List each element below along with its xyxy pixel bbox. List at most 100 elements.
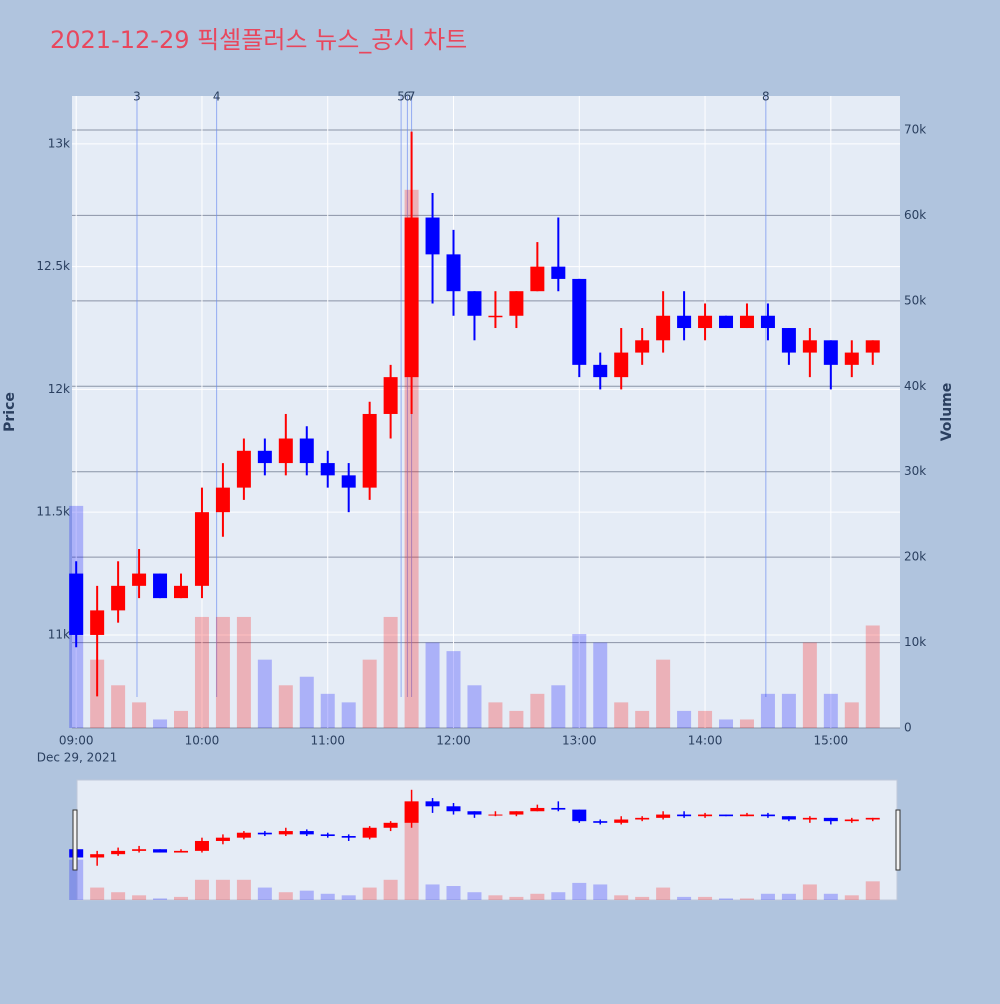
y2-tick-label: 20k: [904, 550, 926, 564]
mini-volume-bar: [865, 881, 880, 900]
volume-bar: [425, 642, 440, 728]
mini-candle-body: [174, 850, 189, 853]
candle-body: [635, 340, 650, 353]
mini-volume-bar: [614, 895, 629, 900]
candle-body: [215, 487, 230, 513]
candle-body: [572, 278, 587, 365]
candle-body: [781, 328, 796, 353]
range-handle-right[interactable]: [895, 809, 901, 871]
candle-body: [362, 413, 377, 488]
event-label: 3: [133, 90, 141, 104]
event-label: 5: [397, 90, 405, 104]
volume-bar: [341, 702, 356, 728]
mini-volume-bar: [194, 879, 209, 900]
chart-title: 2021-12-29 픽셀플러스 뉴스_공시 차트: [50, 26, 467, 54]
volume-bar: [719, 719, 734, 728]
mini-volume-bar: [739, 898, 754, 900]
mini-candle-body: [760, 814, 775, 817]
mini-volume-bar: [698, 896, 713, 900]
mini-candle-body: [844, 819, 859, 822]
candle-body: [446, 254, 461, 292]
mini-candle-body: [802, 817, 817, 820]
mini-candle-body: [635, 817, 650, 820]
mini-volume-bar: [425, 884, 440, 900]
volume-bar: [383, 616, 398, 728]
mini-candle-body: [383, 822, 398, 828]
volume-bar: [802, 642, 817, 728]
event-label: 6: [404, 90, 412, 104]
y-tick-label: 13k: [48, 136, 70, 150]
mini-candle-body: [215, 837, 230, 841]
mini-candle-body: [719, 814, 734, 817]
x-tick-label: 13:00: [562, 734, 597, 748]
mini-volume-bar: [404, 802, 419, 900]
candle-body: [404, 217, 419, 378]
mini-volume-bar: [215, 879, 230, 900]
mini-volume-bar: [299, 890, 314, 900]
y-tick-label: 12k: [48, 382, 70, 396]
volume-bar: [739, 719, 754, 728]
candle-body: [153, 573, 168, 599]
mini-candle-body: [656, 814, 671, 818]
mini-volume-bar: [257, 887, 272, 900]
mini-volume-bar: [320, 893, 335, 900]
candle-body: [132, 573, 147, 586]
y2-tick-label: 70k: [904, 123, 926, 137]
range-slider[interactable]: [76, 779, 898, 901]
candle-body: [278, 438, 293, 464]
x-tick-label: 12:00: [436, 734, 471, 748]
y-tick-label: 11.5k: [36, 505, 70, 519]
candle-body: [383, 377, 398, 414]
candle-body: [677, 315, 692, 329]
mini-candle-body: [677, 814, 692, 817]
y2-axis-title: Volume: [939, 383, 955, 442]
volume-bar: [698, 710, 713, 728]
mini-candle-body: [467, 811, 482, 815]
candle-body: [341, 475, 356, 488]
mini-candle-body: [153, 849, 168, 853]
mini-volume-bar: [677, 896, 692, 900]
mini-candle-body: [593, 821, 608, 823]
plot-area: [72, 96, 900, 728]
mini-volume-bar: [656, 887, 671, 900]
candle-body: [488, 315, 503, 318]
volume-bar: [174, 710, 189, 728]
x-date-label: Dec 29, 2021: [37, 751, 117, 765]
mini-candle-body: [341, 836, 356, 838]
mini-volume-bar: [236, 879, 251, 900]
mini-volume-bar: [593, 884, 608, 900]
candle-body: [69, 573, 84, 635]
candle-body: [299, 438, 314, 464]
mini-volume-bar: [278, 892, 293, 900]
mini-volume-bar: [446, 886, 461, 900]
volume-bar: [467, 685, 482, 728]
mini-candle-body: [404, 801, 419, 823]
x-tick-label: 11:00: [310, 734, 345, 748]
mini-volume-bar: [90, 887, 105, 900]
x-tick-label: 14:00: [688, 734, 723, 748]
mini-volume-bar: [341, 895, 356, 900]
volume-bar: [509, 710, 524, 728]
candle-body: [320, 463, 335, 476]
mini-volume-bar: [153, 898, 168, 900]
volume-bar: [677, 710, 692, 728]
mini-candle-body: [278, 831, 293, 835]
mini-volume-bar: [530, 893, 545, 900]
candle-body: [551, 266, 566, 279]
volume-bar: [760, 693, 775, 728]
candle-body: [174, 585, 189, 599]
volume-bar: [614, 702, 629, 728]
volume-bar: [362, 659, 377, 728]
mini-candle-body: [132, 849, 147, 851]
mini-candle-body: [739, 814, 754, 817]
y-axis-title: Price: [2, 392, 18, 432]
candle-body: [509, 291, 524, 316]
candle-body: [739, 315, 754, 329]
range-handle-left[interactable]: [72, 809, 78, 871]
mini-candle-body: [257, 832, 272, 835]
volume-bar: [215, 616, 230, 728]
mini-volume-bar: [572, 882, 587, 900]
mini-volume-bar: [488, 895, 503, 900]
volume-bar: [278, 685, 293, 728]
y-tick-label: 11k: [48, 627, 70, 641]
